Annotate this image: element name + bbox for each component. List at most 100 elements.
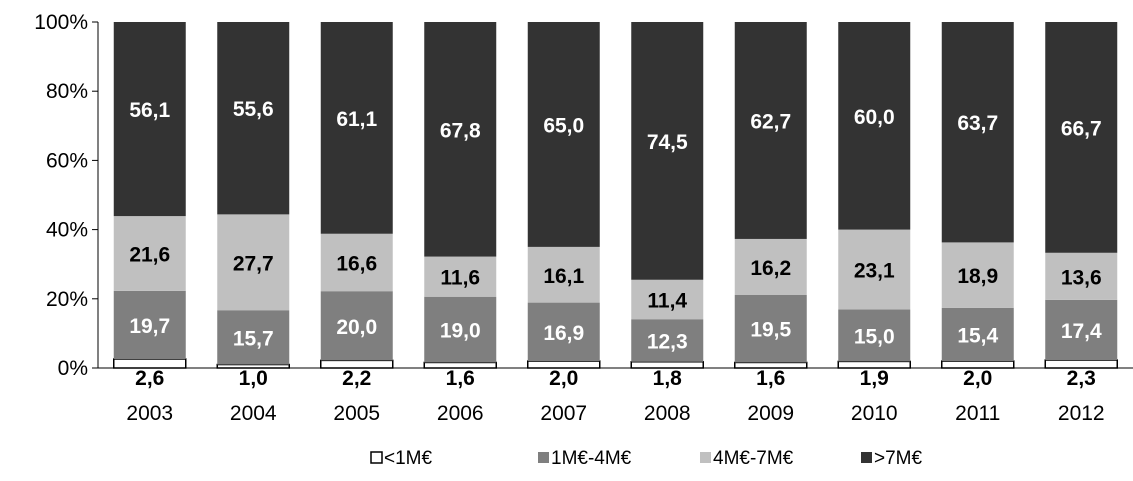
bar-segment bbox=[527, 302, 600, 362]
bar-segment bbox=[1045, 299, 1118, 361]
bar-segment bbox=[217, 214, 290, 311]
bar-data-label: 16,2 bbox=[750, 257, 791, 280]
legend-label: >7M€ bbox=[874, 448, 922, 469]
x-tick-label: 2008 bbox=[644, 402, 691, 425]
bar-data-label: 15,0 bbox=[854, 325, 895, 348]
bar-data-label: 16,1 bbox=[543, 265, 584, 288]
bar-segment bbox=[527, 22, 600, 247]
bar-segment bbox=[941, 307, 1014, 362]
y-tick-label: 40% bbox=[46, 219, 88, 242]
bar-data-label: 56,1 bbox=[129, 99, 170, 122]
bar-data-label: 55,6 bbox=[233, 98, 274, 121]
bar-data-label: 20,0 bbox=[336, 316, 377, 339]
legend-item: 1M€-4M€ bbox=[538, 448, 632, 469]
bar-segment bbox=[424, 22, 497, 257]
bar-data-labels: 2,6 19,7 21,6 56,1 1,0 15,7 27,7 55,6 2,2 20,0 16,… bbox=[129, 98, 1102, 390]
bar-segment bbox=[424, 256, 497, 297]
bar-data-label: 17,4 bbox=[1061, 320, 1102, 343]
bar-data-label: 18,9 bbox=[957, 265, 998, 288]
bar-segment bbox=[113, 22, 186, 217]
legend-item: <1M€ bbox=[370, 448, 432, 469]
bar-segment bbox=[734, 294, 807, 363]
bar-segment bbox=[527, 246, 600, 303]
y-tick-label: 20% bbox=[46, 288, 88, 311]
bar-segment bbox=[838, 309, 911, 362]
bar-data-label: 1,6 bbox=[446, 367, 475, 390]
legend-label: <1M€ bbox=[384, 448, 432, 469]
x-tick-label: 2010 bbox=[851, 402, 898, 425]
y-tick-label: 80% bbox=[46, 80, 88, 103]
bar-data-label: 67,8 bbox=[440, 119, 481, 142]
x-tick-label: 2003 bbox=[126, 402, 173, 425]
bar-data-label: 27,7 bbox=[233, 252, 274, 275]
bar-segment bbox=[320, 233, 393, 292]
legend-swatch bbox=[538, 452, 549, 463]
y-tick-label: 0% bbox=[58, 357, 88, 380]
bar-segment bbox=[838, 22, 911, 230]
bar-segment bbox=[217, 310, 290, 365]
bar-data-label: 74,5 bbox=[647, 131, 688, 154]
legend-label: 1M€-4M€ bbox=[551, 448, 632, 469]
bar-data-label: 21,6 bbox=[129, 243, 170, 266]
x-tick-label: 2006 bbox=[437, 402, 484, 425]
x-tick-label: 2004 bbox=[230, 402, 277, 425]
bar-data-label: 63,7 bbox=[957, 112, 998, 135]
bar-data-label: 11,6 bbox=[440, 267, 480, 290]
bar-segment bbox=[838, 229, 911, 310]
bar-data-label: 66,7 bbox=[1061, 117, 1102, 140]
bar-data-label: 1,9 bbox=[860, 367, 889, 390]
bar-data-label: 15,7 bbox=[233, 327, 274, 350]
bar-data-label: 2,3 bbox=[1067, 367, 1096, 390]
bar-data-label: 1,6 bbox=[756, 367, 785, 390]
bar-segment bbox=[631, 319, 704, 362]
bar-data-label: 2,0 bbox=[549, 367, 578, 390]
legend-item: 4M€-7M€ bbox=[700, 448, 794, 469]
x-tick-label: 2009 bbox=[747, 402, 794, 425]
bar-segment bbox=[113, 290, 186, 360]
bar-data-label: 16,6 bbox=[336, 252, 377, 275]
bar-segment bbox=[734, 22, 807, 239]
bar-data-label: 61,1 bbox=[336, 108, 377, 131]
bar-segment bbox=[631, 279, 704, 320]
x-tick-label: 2007 bbox=[540, 402, 587, 425]
legend-label: 4M€-7M€ bbox=[713, 448, 794, 469]
x-tick-label: 2005 bbox=[333, 402, 380, 425]
bar-data-label: 60,0 bbox=[854, 106, 895, 129]
bar-data-label: 23,1 bbox=[854, 260, 895, 283]
bar-segment bbox=[1045, 252, 1118, 300]
bar-segment bbox=[217, 22, 290, 215]
bar-segment bbox=[320, 291, 393, 361]
bar-data-label: 11,4 bbox=[647, 289, 687, 312]
x-axis: 2003 2004 2005 2006 2007 2008 2009 2010 2011 2012 bbox=[98, 367, 1133, 425]
y-tick-label: 60% bbox=[46, 149, 88, 172]
bar-data-label: 2,6 bbox=[135, 367, 164, 390]
bar-data-label: 12,3 bbox=[647, 330, 688, 353]
bar-data-label: 19,7 bbox=[129, 315, 170, 338]
bars bbox=[113, 22, 1118, 369]
bar-data-label: 65,0 bbox=[543, 114, 584, 137]
bar-segment bbox=[320, 22, 393, 234]
bar-segment bbox=[734, 238, 807, 295]
y-tick-label: 100% bbox=[34, 11, 88, 34]
y-axis: 0% 20% 40% 60% 80% 100% bbox=[34, 11, 99, 380]
bar-data-label: 19,0 bbox=[440, 320, 481, 343]
bar-data-label: 15,4 bbox=[957, 324, 998, 347]
bar-data-label: 13,6 bbox=[1061, 266, 1102, 289]
bar-data-label: 62,7 bbox=[750, 110, 791, 133]
x-tick-label: 2012 bbox=[1058, 402, 1105, 425]
legend-swatch bbox=[700, 452, 711, 463]
bar-data-label: 2,0 bbox=[963, 367, 992, 390]
bar-data-label: 19,5 bbox=[750, 319, 791, 342]
bar-data-label: 1,8 bbox=[653, 367, 683, 390]
legend-swatch bbox=[861, 452, 872, 463]
x-tick-label: 2011 bbox=[955, 402, 1000, 425]
bar-segment bbox=[941, 22, 1014, 243]
bar-segment bbox=[424, 296, 497, 363]
bar-data-label: 1,0 bbox=[239, 367, 268, 390]
bar-data-label: 2,2 bbox=[342, 367, 371, 390]
legend-item: >7M€ bbox=[861, 448, 922, 469]
bar-data-label: 16,9 bbox=[543, 322, 584, 345]
legend: <1M€ 1M€-4M€ 4M€-7M€ >7M€ bbox=[370, 448, 922, 469]
